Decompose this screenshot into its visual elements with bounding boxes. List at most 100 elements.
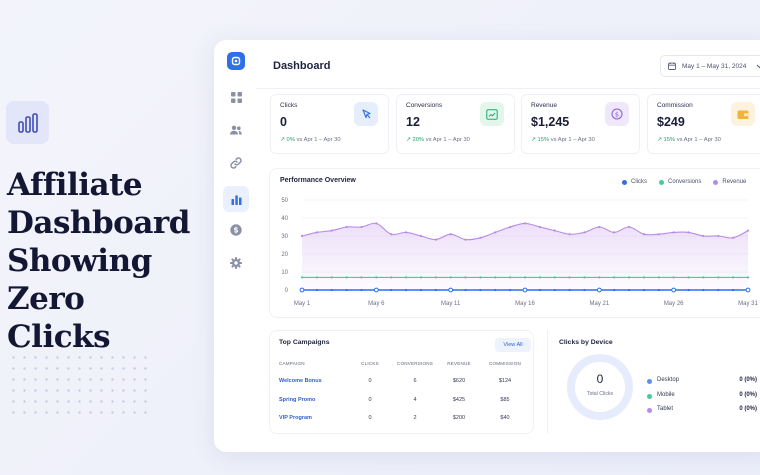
gear-icon[interactable] bbox=[223, 250, 249, 276]
data-point-clicks bbox=[596, 287, 602, 293]
data-point-clicks bbox=[419, 288, 423, 292]
campaign-name[interactable]: Spring Promo bbox=[279, 397, 316, 403]
data-point-conversions bbox=[568, 276, 571, 279]
view-all-button[interactable]: View All bbox=[495, 338, 531, 352]
device-value: 0 (0%) bbox=[739, 406, 757, 412]
data-point-clicks bbox=[732, 288, 735, 292]
legend-item[interactable]: Conversions bbox=[659, 179, 701, 185]
kpi-label: Commission bbox=[657, 102, 693, 109]
data-point-clicks bbox=[613, 288, 616, 292]
data-point-revenue bbox=[390, 233, 393, 236]
link-icon[interactable] bbox=[223, 150, 249, 176]
data-point-clicks bbox=[568, 288, 571, 292]
dot-pattern bbox=[8, 352, 148, 422]
data-point-clicks bbox=[434, 288, 437, 292]
data-point-conversions bbox=[449, 276, 452, 279]
section-title: Top Campaigns bbox=[279, 339, 330, 346]
kpi-label: Clicks bbox=[280, 102, 298, 109]
data-point-clicks bbox=[657, 288, 660, 292]
data-point-revenue bbox=[702, 234, 705, 238]
grid-icon[interactable] bbox=[223, 84, 249, 110]
data-point-clicks bbox=[494, 288, 497, 292]
data-point-conversions bbox=[479, 276, 482, 279]
campaign-name[interactable]: Welcome Bonus bbox=[279, 378, 322, 384]
chart-title: Performance Overview bbox=[280, 177, 356, 184]
kpi-value: $249 bbox=[657, 115, 685, 129]
donut-total-value: 0 bbox=[596, 372, 604, 386]
data-point-revenue bbox=[434, 238, 437, 241]
data-point-conversions bbox=[419, 276, 423, 279]
column-header: CONVERSIONS bbox=[396, 361, 434, 366]
dashboard-window: $ Dashboard May 1 – May 31, 2024 Clicks … bbox=[214, 40, 760, 452]
data-point-revenue bbox=[613, 231, 616, 234]
kpi-delta-pct: 0% bbox=[286, 137, 295, 143]
cell-revenue: $200 bbox=[452, 415, 466, 421]
hero-title-line: Affiliate bbox=[7, 167, 143, 203]
kpi-compare: vs Apr 1 – Apr 30 bbox=[550, 137, 595, 143]
svg-text:$: $ bbox=[615, 110, 619, 118]
data-point-conversions bbox=[553, 276, 556, 279]
data-point-conversions bbox=[583, 276, 586, 279]
data-point-revenue bbox=[538, 225, 541, 229]
clicks-by-device-card: Clicks by Device 0 Total Clicks Desktop … bbox=[547, 330, 760, 434]
kpi-delta: ↗ 15% vs Apr 1 – Apr 30 bbox=[531, 137, 595, 143]
kpi-delta-pct: 15% bbox=[663, 137, 676, 143]
data-point-conversions bbox=[598, 276, 601, 279]
data-point-revenue bbox=[494, 231, 497, 234]
app-logo-icon[interactable] bbox=[227, 52, 245, 70]
table-row[interactable]: Spring Promo 0 4 $425 $85 bbox=[279, 397, 529, 407]
data-point-clicks bbox=[627, 288, 631, 292]
chart-legend: Clicks Conversions Revenue bbox=[622, 179, 746, 185]
legend-item[interactable]: Revenue bbox=[713, 179, 746, 185]
data-point-conversions bbox=[390, 276, 393, 279]
legend-item[interactable]: Clicks bbox=[622, 179, 647, 185]
dollar-icon[interactable]: $ bbox=[223, 217, 249, 243]
data-point-conversions bbox=[657, 276, 660, 279]
kpi-card-conversions[interactable]: Conversions 12 ↗ 20% vs Apr 1 – Apr 30 bbox=[396, 94, 515, 154]
donut-total-label: Total Clicks bbox=[586, 391, 614, 397]
data-point-clicks bbox=[671, 287, 677, 293]
data-point-conversions bbox=[360, 276, 363, 279]
kpi-card-revenue[interactable]: Revenue $1,245 ↗ 15% vs Apr 1 – Apr 30 $ bbox=[521, 94, 640, 154]
data-point-revenue bbox=[330, 229, 333, 232]
data-point-conversions bbox=[717, 276, 720, 279]
cell-conversions: 6 bbox=[413, 378, 417, 384]
device-dot bbox=[647, 408, 652, 413]
data-point-revenue bbox=[375, 222, 378, 225]
kpi-card-commission[interactable]: Commission $249 ↗ 15% vs Apr 1 – Apr 30 bbox=[647, 94, 760, 154]
data-point-conversions bbox=[494, 276, 497, 279]
cell-clicks: 0 bbox=[368, 415, 372, 421]
data-point-conversions bbox=[672, 276, 675, 279]
data-point-conversions bbox=[315, 276, 318, 279]
legend-label: Revenue bbox=[722, 179, 747, 185]
table-row[interactable]: VIP Program 0 2 $200 $40 bbox=[279, 415, 529, 425]
kpi-label: Revenue bbox=[531, 102, 558, 109]
device-name: Tablet bbox=[657, 406, 674, 412]
data-point-clicks bbox=[345, 288, 348, 292]
device-row: Desktop 0 (0%) bbox=[647, 377, 757, 387]
cell-conversions: 2 bbox=[413, 415, 417, 421]
device-dot bbox=[647, 379, 652, 384]
data-point-clicks bbox=[390, 288, 393, 292]
kpi-label: Conversions bbox=[406, 102, 443, 109]
data-point-revenue bbox=[732, 236, 735, 239]
legend-dot bbox=[622, 179, 627, 185]
x-tick-label: May 26 bbox=[664, 301, 684, 307]
kpi-card-clicks[interactable]: Clicks 0 ↗ 0% vs Apr 1 – Apr 30 bbox=[270, 94, 389, 154]
table-header: CAMPAIGN CLICKS CONVERSIONS REVENUE COMM… bbox=[279, 361, 529, 371]
kpi-value: 0 bbox=[280, 115, 287, 129]
users-icon[interactable] bbox=[223, 117, 249, 143]
kpi-value: $1,245 bbox=[531, 115, 570, 129]
y-tick-label: 0 bbox=[285, 288, 289, 294]
data-point-conversions bbox=[642, 276, 646, 279]
x-tick-label: May 16 bbox=[515, 301, 535, 307]
data-point-clicks bbox=[642, 288, 646, 292]
campaign-name[interactable]: VIP Program bbox=[279, 415, 312, 421]
bar-chart-icon[interactable] bbox=[223, 186, 249, 212]
cell-clicks: 0 bbox=[368, 397, 372, 403]
bar-chart-icon bbox=[6, 101, 49, 144]
data-point-revenue bbox=[568, 233, 571, 236]
table-row[interactable]: Welcome Bonus 0 6 $620 $124 bbox=[279, 378, 529, 388]
date-range-picker[interactable]: May 1 – May 31, 2024 bbox=[660, 55, 760, 77]
device-donut-chart: 0 Total Clicks bbox=[566, 353, 634, 421]
